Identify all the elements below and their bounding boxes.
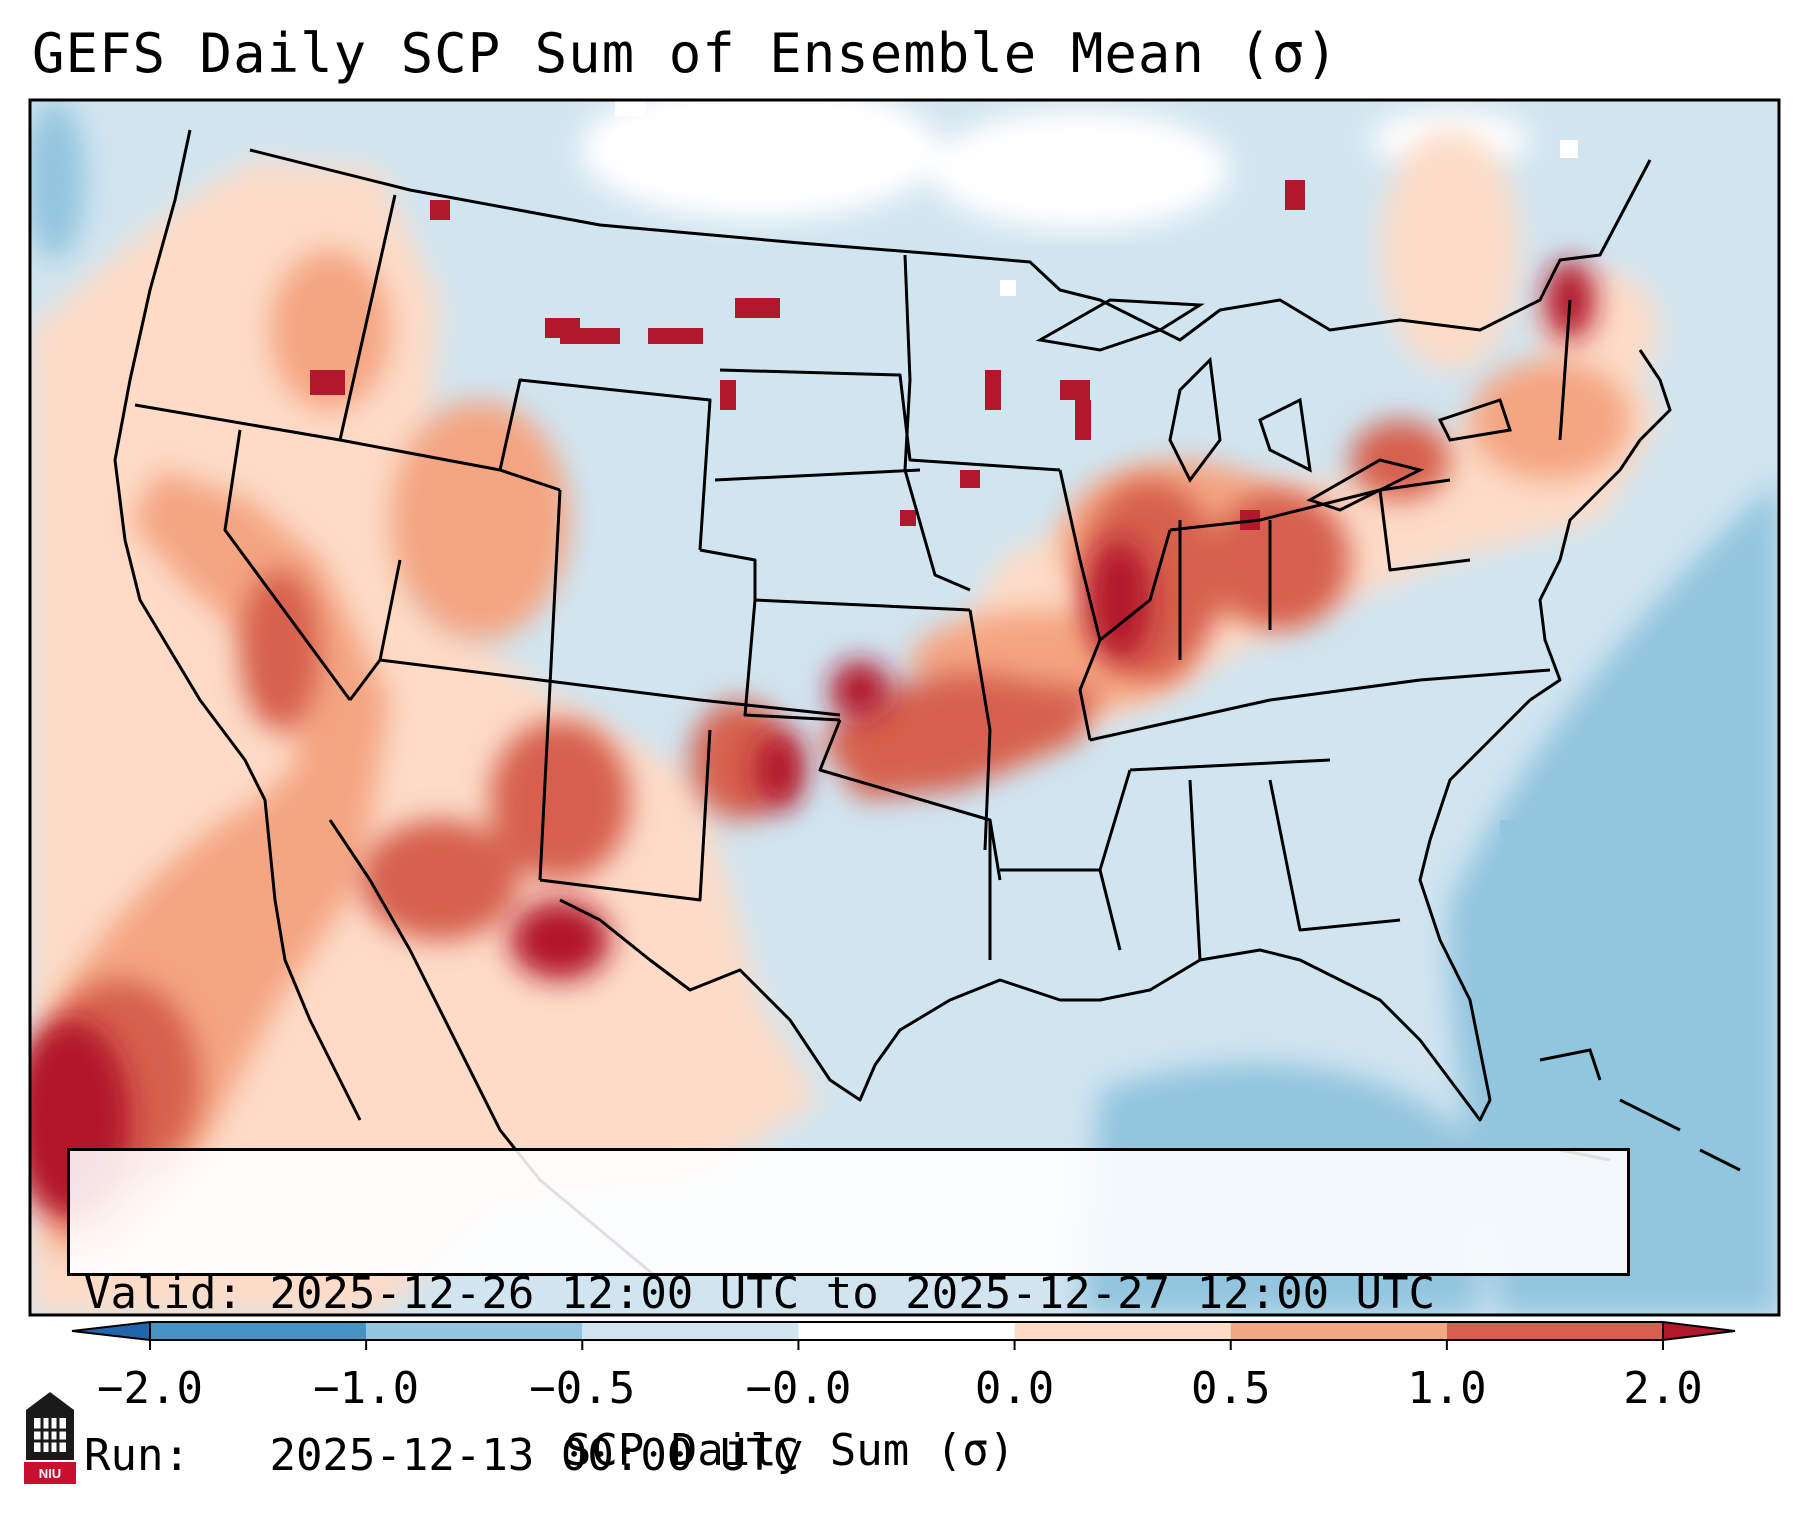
atlantic-coast xyxy=(1428,349,1672,841)
pixel-cells-ocean xyxy=(1500,640,1718,848)
niu-logo: NIU xyxy=(24,1392,76,1484)
colorbar-tick-label: 1.0 xyxy=(1407,1363,1487,1414)
colorbar-bin xyxy=(366,1322,583,1340)
colorbar-bin xyxy=(1230,1322,1447,1340)
info-box: Valid: 2025-12-26 12:00 UTC to 2025-12-2… xyxy=(67,1148,1630,1481)
colorbar-bin xyxy=(798,1322,1015,1340)
us-canada-border xyxy=(249,148,1652,342)
colorbar-label: SCP Daily Sum (σ) xyxy=(564,1425,1016,1476)
colorbar-bin xyxy=(1014,1322,1231,1340)
run-label: Run: xyxy=(84,1430,190,1481)
colorbar-bin xyxy=(1446,1322,1663,1340)
run-line: Run: 2025-12-13 00:00 UTC xyxy=(84,1429,1613,1483)
run-value: 2025-12-13 00:00 UTC xyxy=(269,1430,800,1481)
colorbar-tick-label: 2.0 xyxy=(1623,1363,1703,1414)
colorbar-extend-low xyxy=(71,1320,151,1342)
colorbar-bin xyxy=(582,1322,799,1340)
borders xyxy=(113,129,1672,1282)
texas-mexico-border xyxy=(559,898,877,1102)
pixel-cells xyxy=(310,180,1305,530)
pacific-coast xyxy=(113,129,362,1121)
colorbar-tick-label: 0.5 xyxy=(1190,1363,1271,1414)
colorbar xyxy=(71,1320,1736,1350)
logo-text: NIU xyxy=(39,1466,61,1481)
map-title: GEFS Daily SCP Sum of Ensemble Mean (σ) xyxy=(32,22,1339,85)
colorbar-extend-high xyxy=(1662,1320,1736,1342)
colorbar-bin xyxy=(150,1322,367,1340)
colorbar-tick-label: 0.0 xyxy=(974,1363,1055,1414)
valid-label: Valid: xyxy=(84,1268,243,1319)
great-lakes xyxy=(1035,298,1512,512)
colorbar-tick-label: −1.0 xyxy=(313,1363,420,1414)
gulf-coast xyxy=(873,839,1492,1122)
neutral-areas xyxy=(580,100,1530,230)
colorbar-tick-label: −0.0 xyxy=(745,1363,852,1414)
colorbar-tick-label: −0.5 xyxy=(529,1363,636,1414)
colorbar-tick-label: −2.0 xyxy=(97,1363,203,1414)
valid-line: Valid: 2025-12-26 12:00 UTC to 2025-12-2… xyxy=(84,1267,1613,1321)
colorbar-outline xyxy=(149,1321,1664,1341)
map-frame xyxy=(28,98,1781,1317)
pixel-cells-light xyxy=(615,100,1578,296)
valid-value: 2025-12-26 12:00 UTC to 2025-12-27 12:00… xyxy=(269,1268,1436,1319)
